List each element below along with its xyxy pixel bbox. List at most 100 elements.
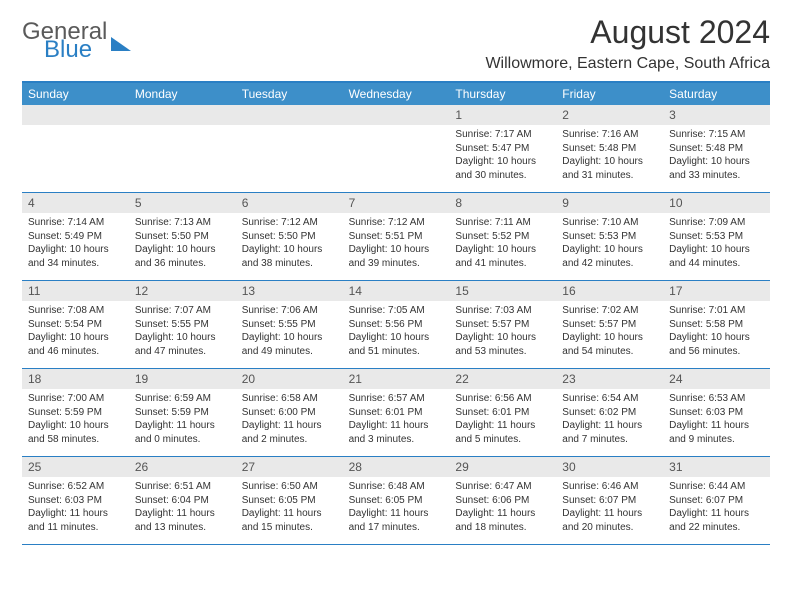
dow-wednesday: Wednesday <box>343 83 450 105</box>
sunset-text: Sunset: 6:01 PM <box>455 406 550 420</box>
day-cell: Sunrise: 7:06 AMSunset: 5:55 PMDaylight:… <box>236 301 343 368</box>
day-number: 3 <box>663 105 770 125</box>
day-number <box>129 105 236 125</box>
page-title: August 2024 <box>485 14 770 51</box>
sunrise-text: Sunrise: 7:12 AM <box>242 216 337 230</box>
day-cell: Sunrise: 7:08 AMSunset: 5:54 PMDaylight:… <box>22 301 129 368</box>
daylight-text: Daylight: 11 hours and 2 minutes. <box>242 419 337 446</box>
daylight-text: Daylight: 10 hours and 58 minutes. <box>28 419 123 446</box>
week-row: Sunrise: 7:08 AMSunset: 5:54 PMDaylight:… <box>22 301 770 369</box>
sunset-text: Sunset: 6:03 PM <box>669 406 764 420</box>
sunrise-text: Sunrise: 7:06 AM <box>242 304 337 318</box>
sunset-text: Sunset: 5:59 PM <box>28 406 123 420</box>
sunset-text: Sunset: 5:47 PM <box>455 142 550 156</box>
sunset-text: Sunset: 6:05 PM <box>349 494 444 508</box>
daylight-text: Daylight: 10 hours and 51 minutes. <box>349 331 444 358</box>
daylight-text: Daylight: 10 hours and 47 minutes. <box>135 331 230 358</box>
sunrise-text: Sunrise: 7:08 AM <box>28 304 123 318</box>
brand-word2: Blue <box>44 38 107 62</box>
day-of-week-header: Sunday Monday Tuesday Wednesday Thursday… <box>22 83 770 105</box>
day-cell: Sunrise: 6:54 AMSunset: 6:02 PMDaylight:… <box>556 389 663 456</box>
day-number: 25 <box>22 457 129 477</box>
day-cell: Sunrise: 6:51 AMSunset: 6:04 PMDaylight:… <box>129 477 236 544</box>
daylight-text: Daylight: 11 hours and 13 minutes. <box>135 507 230 534</box>
sunset-text: Sunset: 5:55 PM <box>135 318 230 332</box>
sunrise-text: Sunrise: 6:54 AM <box>562 392 657 406</box>
sunset-text: Sunset: 5:53 PM <box>669 230 764 244</box>
day-cell: Sunrise: 6:48 AMSunset: 6:05 PMDaylight:… <box>343 477 450 544</box>
daylight-text: Daylight: 10 hours and 30 minutes. <box>455 155 550 182</box>
sunset-text: Sunset: 5:57 PM <box>562 318 657 332</box>
daylight-text: Daylight: 11 hours and 20 minutes. <box>562 507 657 534</box>
day-cell: Sunrise: 6:50 AMSunset: 6:05 PMDaylight:… <box>236 477 343 544</box>
day-number: 9 <box>556 193 663 213</box>
day-number: 11 <box>22 281 129 301</box>
dow-sunday: Sunday <box>22 83 129 105</box>
brand-triangle-icon <box>111 37 131 51</box>
sunset-text: Sunset: 6:03 PM <box>28 494 123 508</box>
day-cell: Sunrise: 6:44 AMSunset: 6:07 PMDaylight:… <box>663 477 770 544</box>
day-number: 5 <box>129 193 236 213</box>
day-number: 14 <box>343 281 450 301</box>
sunrise-text: Sunrise: 6:57 AM <box>349 392 444 406</box>
day-number: 19 <box>129 369 236 389</box>
day-number: 26 <box>129 457 236 477</box>
sunrise-text: Sunrise: 6:48 AM <box>349 480 444 494</box>
sunrise-text: Sunrise: 6:44 AM <box>669 480 764 494</box>
daylight-text: Daylight: 11 hours and 11 minutes. <box>28 507 123 534</box>
day-cell <box>343 125 450 192</box>
daylight-text: Daylight: 10 hours and 44 minutes. <box>669 243 764 270</box>
sunrise-text: Sunrise: 7:03 AM <box>455 304 550 318</box>
day-cell: Sunrise: 7:14 AMSunset: 5:49 PMDaylight:… <box>22 213 129 280</box>
day-cell: Sunrise: 6:57 AMSunset: 6:01 PMDaylight:… <box>343 389 450 456</box>
day-number: 20 <box>236 369 343 389</box>
day-cell: Sunrise: 7:02 AMSunset: 5:57 PMDaylight:… <box>556 301 663 368</box>
sunset-text: Sunset: 6:05 PM <box>242 494 337 508</box>
day-cell: Sunrise: 6:47 AMSunset: 6:06 PMDaylight:… <box>449 477 556 544</box>
day-cell: Sunrise: 7:03 AMSunset: 5:57 PMDaylight:… <box>449 301 556 368</box>
day-cell: Sunrise: 7:13 AMSunset: 5:50 PMDaylight:… <box>129 213 236 280</box>
sunrise-text: Sunrise: 7:01 AM <box>669 304 764 318</box>
day-cell: Sunrise: 7:15 AMSunset: 5:48 PMDaylight:… <box>663 125 770 192</box>
daylight-text: Daylight: 11 hours and 9 minutes. <box>669 419 764 446</box>
sunset-text: Sunset: 5:56 PM <box>349 318 444 332</box>
day-cell <box>22 125 129 192</box>
location-subtitle: Willowmore, Eastern Cape, South Africa <box>485 55 770 73</box>
daylight-text: Daylight: 11 hours and 3 minutes. <box>349 419 444 446</box>
daylight-text: Daylight: 10 hours and 38 minutes. <box>242 243 337 270</box>
sunrise-text: Sunrise: 7:12 AM <box>349 216 444 230</box>
brand-logo: General Blue <box>22 20 131 62</box>
sunrise-text: Sunrise: 7:07 AM <box>135 304 230 318</box>
sunset-text: Sunset: 5:53 PM <box>562 230 657 244</box>
daylight-text: Daylight: 10 hours and 56 minutes. <box>669 331 764 358</box>
daylight-text: Daylight: 10 hours and 49 minutes. <box>242 331 337 358</box>
day-number: 31 <box>663 457 770 477</box>
sunset-text: Sunset: 5:59 PM <box>135 406 230 420</box>
day-number: 21 <box>343 369 450 389</box>
day-number: 24 <box>663 369 770 389</box>
day-number-row: 18192021222324 <box>22 369 770 389</box>
daylight-text: Daylight: 10 hours and 53 minutes. <box>455 331 550 358</box>
sunrise-text: Sunrise: 6:56 AM <box>455 392 550 406</box>
sunrise-text: Sunrise: 7:17 AM <box>455 128 550 142</box>
day-number: 22 <box>449 369 556 389</box>
sunset-text: Sunset: 6:00 PM <box>242 406 337 420</box>
day-number <box>343 105 450 125</box>
sunset-text: Sunset: 5:48 PM <box>669 142 764 156</box>
sunrise-text: Sunrise: 7:00 AM <box>28 392 123 406</box>
day-cell: Sunrise: 6:59 AMSunset: 5:59 PMDaylight:… <box>129 389 236 456</box>
day-cell: Sunrise: 7:17 AMSunset: 5:47 PMDaylight:… <box>449 125 556 192</box>
day-cell: Sunrise: 6:52 AMSunset: 6:03 PMDaylight:… <box>22 477 129 544</box>
daylight-text: Daylight: 10 hours and 33 minutes. <box>669 155 764 182</box>
day-number-row: 45678910 <box>22 193 770 213</box>
sunset-text: Sunset: 5:50 PM <box>242 230 337 244</box>
daylight-text: Daylight: 11 hours and 18 minutes. <box>455 507 550 534</box>
week-row: Sunrise: 7:00 AMSunset: 5:59 PMDaylight:… <box>22 389 770 457</box>
day-cell: Sunrise: 7:11 AMSunset: 5:52 PMDaylight:… <box>449 213 556 280</box>
day-cell: Sunrise: 7:12 AMSunset: 5:51 PMDaylight:… <box>343 213 450 280</box>
day-number-row: 123 <box>22 105 770 125</box>
daylight-text: Daylight: 10 hours and 36 minutes. <box>135 243 230 270</box>
daylight-text: Daylight: 10 hours and 54 minutes. <box>562 331 657 358</box>
daylight-text: Daylight: 10 hours and 31 minutes. <box>562 155 657 182</box>
sunrise-text: Sunrise: 6:53 AM <box>669 392 764 406</box>
